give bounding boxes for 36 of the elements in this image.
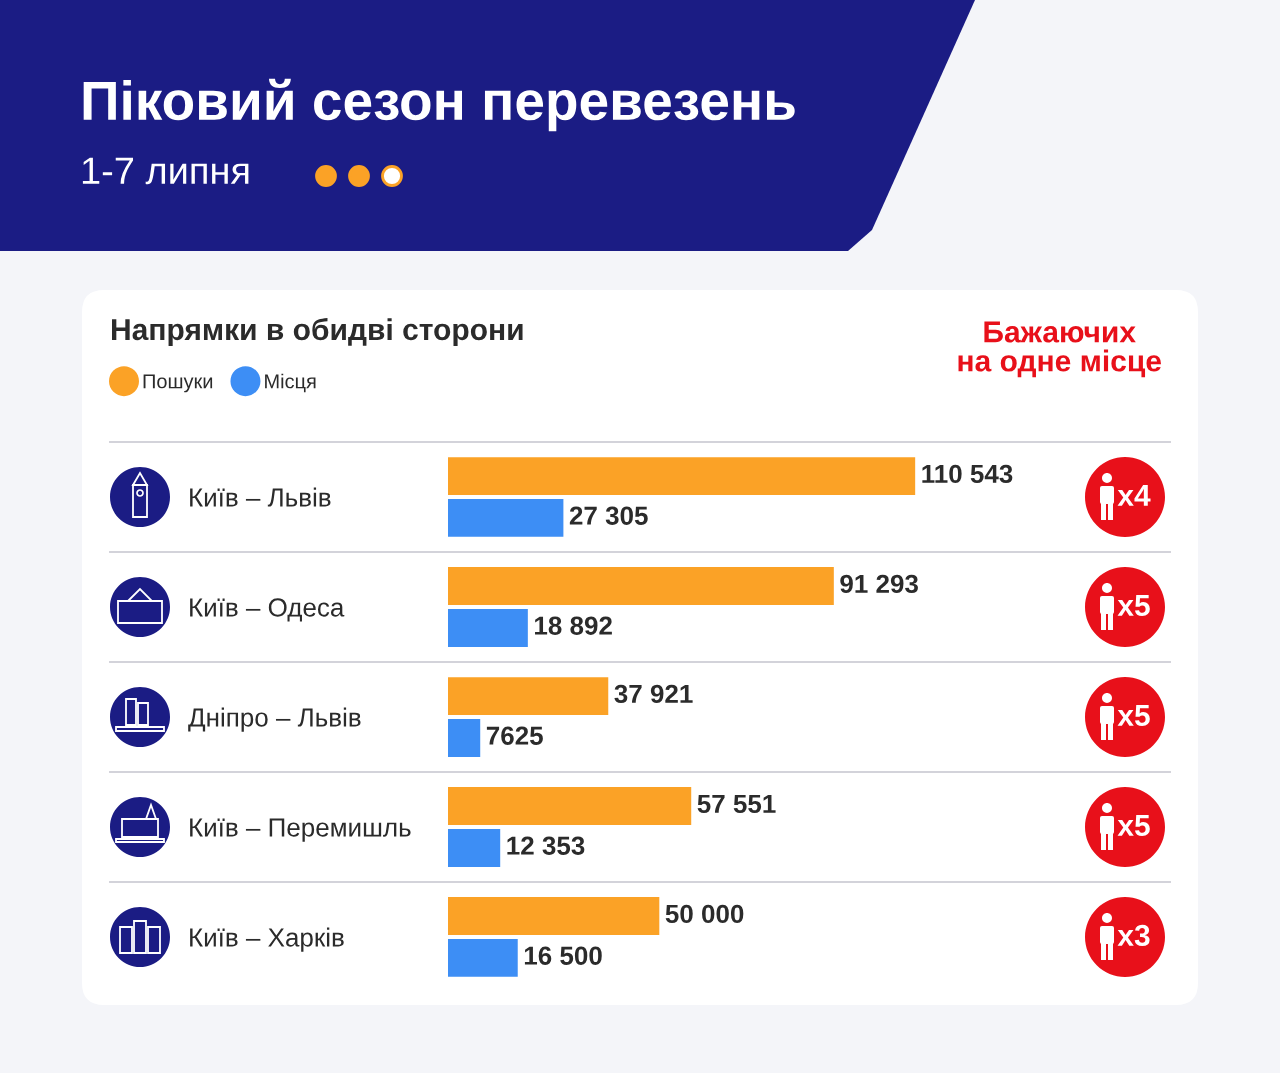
bar — [448, 828, 501, 867]
text: Напрямки в обидві сторони — [112, 317, 523, 347]
text: x5 — [1117, 705, 1150, 727]
data-label: 18 892 — [535, 616, 612, 635]
data-label: 12 353 — [507, 836, 585, 855]
bar — [448, 498, 564, 537]
text: Бажаючих на одне місце — [958, 321, 1161, 378]
text: x4 — [1117, 485, 1151, 506]
y-tick-label: Дніпро – Львів — [188, 707, 361, 732]
bar — [448, 787, 692, 826]
data-label: 50 000 — [665, 904, 744, 924]
bar — [448, 608, 528, 647]
data-label: 16 500 — [524, 946, 602, 965]
legend-label: Місця — [265, 373, 316, 393]
legend-label: Пошуки — [143, 374, 213, 393]
data-label: 27 305 — [569, 506, 648, 525]
text: x3 — [1117, 924, 1150, 947]
y-tick-label: Київ – Харків — [190, 927, 344, 952]
y-tick-label: Київ – Перемишль — [190, 818, 411, 842]
data-label: 91 293 — [840, 574, 918, 594]
chart-subtitle: 1-7 липня — [82, 157, 249, 185]
chart-title: Піковий сезон перевезень — [83, 78, 795, 132]
y-tick-label: Київ – Львів — [190, 487, 331, 507]
text: x5 — [1117, 595, 1150, 617]
y-tick-label: Київ – Одеса — [190, 598, 345, 622]
data-label: 110 543 — [922, 464, 1013, 484]
data-label: 57 551 — [697, 794, 776, 814]
data-label: 7625 — [486, 726, 543, 745]
bar — [448, 718, 481, 757]
data-label: 37 921 — [614, 684, 693, 704]
bar — [448, 677, 609, 716]
bar — [448, 457, 916, 496]
bar — [448, 567, 834, 606]
text: x5 — [1117, 815, 1150, 837]
bar — [448, 938, 518, 977]
bar — [448, 897, 660, 936]
